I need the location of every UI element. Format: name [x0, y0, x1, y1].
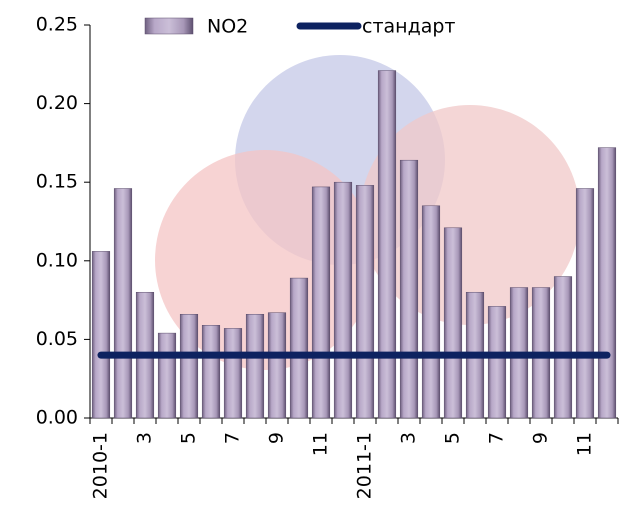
bar — [597, 147, 617, 419]
x-tick-label: 7 — [222, 432, 244, 444]
x-tick-label: 5 — [178, 432, 200, 444]
bar — [223, 328, 243, 419]
bar — [487, 306, 507, 419]
x-tick-label: 11 — [310, 432, 332, 456]
bar — [201, 325, 221, 419]
bar — [399, 159, 419, 419]
bar — [311, 186, 331, 419]
x-tick-label: 7 — [486, 432, 508, 444]
x-tick-label: 5 — [442, 432, 464, 444]
x-tick-label: 11 — [574, 432, 596, 456]
x-tick-label: 2011-1 — [354, 432, 376, 499]
bar — [157, 332, 177, 419]
legend-label: NO2 — [207, 16, 248, 38]
x-tick-label: 9 — [266, 432, 288, 444]
bar — [421, 205, 441, 419]
legend-label: стандарт — [362, 16, 456, 38]
bar — [377, 70, 397, 419]
bar — [355, 185, 375, 419]
bar — [443, 227, 463, 419]
bar — [179, 313, 199, 419]
bar — [575, 188, 595, 419]
bar — [91, 251, 111, 419]
x-tick-label: 3 — [398, 432, 420, 444]
bar — [245, 313, 265, 419]
x-tick-label: 3 — [134, 432, 156, 444]
bar — [289, 277, 309, 419]
legend-swatch — [144, 17, 194, 35]
x-tick-label: 2010-1 — [90, 432, 112, 499]
y-tick-label: 0.05 — [36, 328, 78, 350]
y-tick-label: 0.10 — [36, 249, 78, 271]
bar — [113, 188, 133, 419]
x-tick-label: 9 — [530, 432, 552, 444]
y-tick-label: 0.20 — [36, 92, 78, 114]
y-tick-label: 0.00 — [36, 407, 78, 429]
y-tick-label: 0.15 — [36, 171, 78, 193]
bar — [333, 181, 353, 419]
bar — [267, 312, 287, 419]
y-tick-label: 0.25 — [36, 14, 78, 36]
bar — [553, 276, 573, 419]
